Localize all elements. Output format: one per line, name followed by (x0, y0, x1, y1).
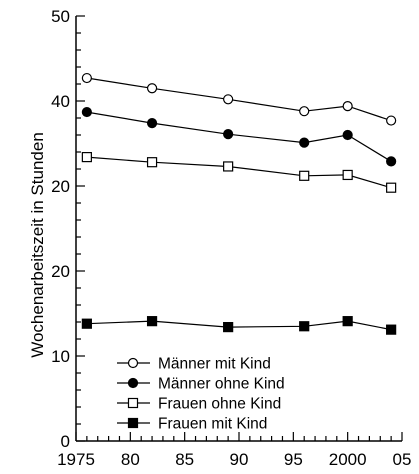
y-tick-label: 0 (61, 432, 70, 451)
data-point (146, 117, 158, 129)
data-point (342, 316, 353, 327)
data-point (299, 321, 310, 332)
data-point (223, 94, 234, 105)
x-tick-label: 2000 (329, 450, 367, 469)
data-point (386, 115, 397, 126)
legend-label: Frauen mit Kind (158, 416, 267, 433)
legend-marker (127, 417, 139, 429)
data-point (223, 129, 234, 140)
data-point (146, 83, 158, 94)
series-0 (81, 72, 397, 126)
data-point (146, 316, 158, 327)
series-line (86, 111, 392, 162)
legend-item: Frauen mit Kind (117, 416, 267, 433)
data-point (81, 106, 92, 118)
data-point (299, 106, 310, 117)
data-point (81, 318, 92, 329)
data-point (386, 182, 397, 193)
legend: Männer mit Kind Männer ohne Kind Frauen oh… (117, 356, 285, 433)
legend-label: Männer ohne Kind (158, 376, 285, 393)
y-tick-label: 20 (51, 177, 70, 196)
series-1 (81, 106, 397, 167)
data-point (223, 161, 234, 172)
legend-label: Männer mit Kind (158, 356, 271, 373)
series-line (86, 77, 392, 122)
legend-marker (127, 357, 139, 369)
legend-item: Männer mit Kind (117, 356, 271, 373)
data-point (146, 157, 158, 168)
series-3 (81, 316, 397, 335)
axes: 0 10 20 20 40 50 1975 80 85 90 95 2000 05 (51, 7, 411, 469)
data-point (386, 324, 397, 335)
x-tick-label: 90 (230, 450, 249, 469)
series-line (86, 320, 392, 331)
data-point (299, 137, 310, 148)
data-point (81, 72, 92, 84)
y-tick-label: 50 (51, 7, 70, 26)
y-tick-label: 20 (51, 262, 70, 281)
series-layer (81, 72, 397, 335)
x-tick-label: 95 (284, 450, 303, 469)
x-tick-label: 05 (393, 450, 412, 469)
series-2 (81, 152, 397, 193)
data-point (386, 156, 397, 167)
x-tick-label: 80 (121, 450, 140, 469)
data-point (342, 100, 353, 112)
x-tick-label: 1975 (57, 450, 95, 469)
data-point (342, 169, 353, 181)
data-point (223, 322, 234, 333)
legend-marker (127, 397, 139, 409)
y-tick-label: 40 (51, 92, 70, 111)
y-tick-label: 10 (51, 347, 70, 366)
y-axis-title: Wochenarbeitszeit in Stunden (28, 132, 47, 358)
series-line (86, 156, 392, 189)
data-point (81, 152, 92, 163)
data-point (342, 129, 353, 141)
data-point (299, 170, 310, 181)
legend-label: Frauen ohne Kind (158, 396, 281, 413)
legend-item: Männer ohne Kind (117, 376, 285, 393)
legend-marker (127, 377, 139, 389)
legend-item: Frauen ohne Kind (117, 396, 281, 413)
x-tick-label: 85 (175, 450, 194, 469)
